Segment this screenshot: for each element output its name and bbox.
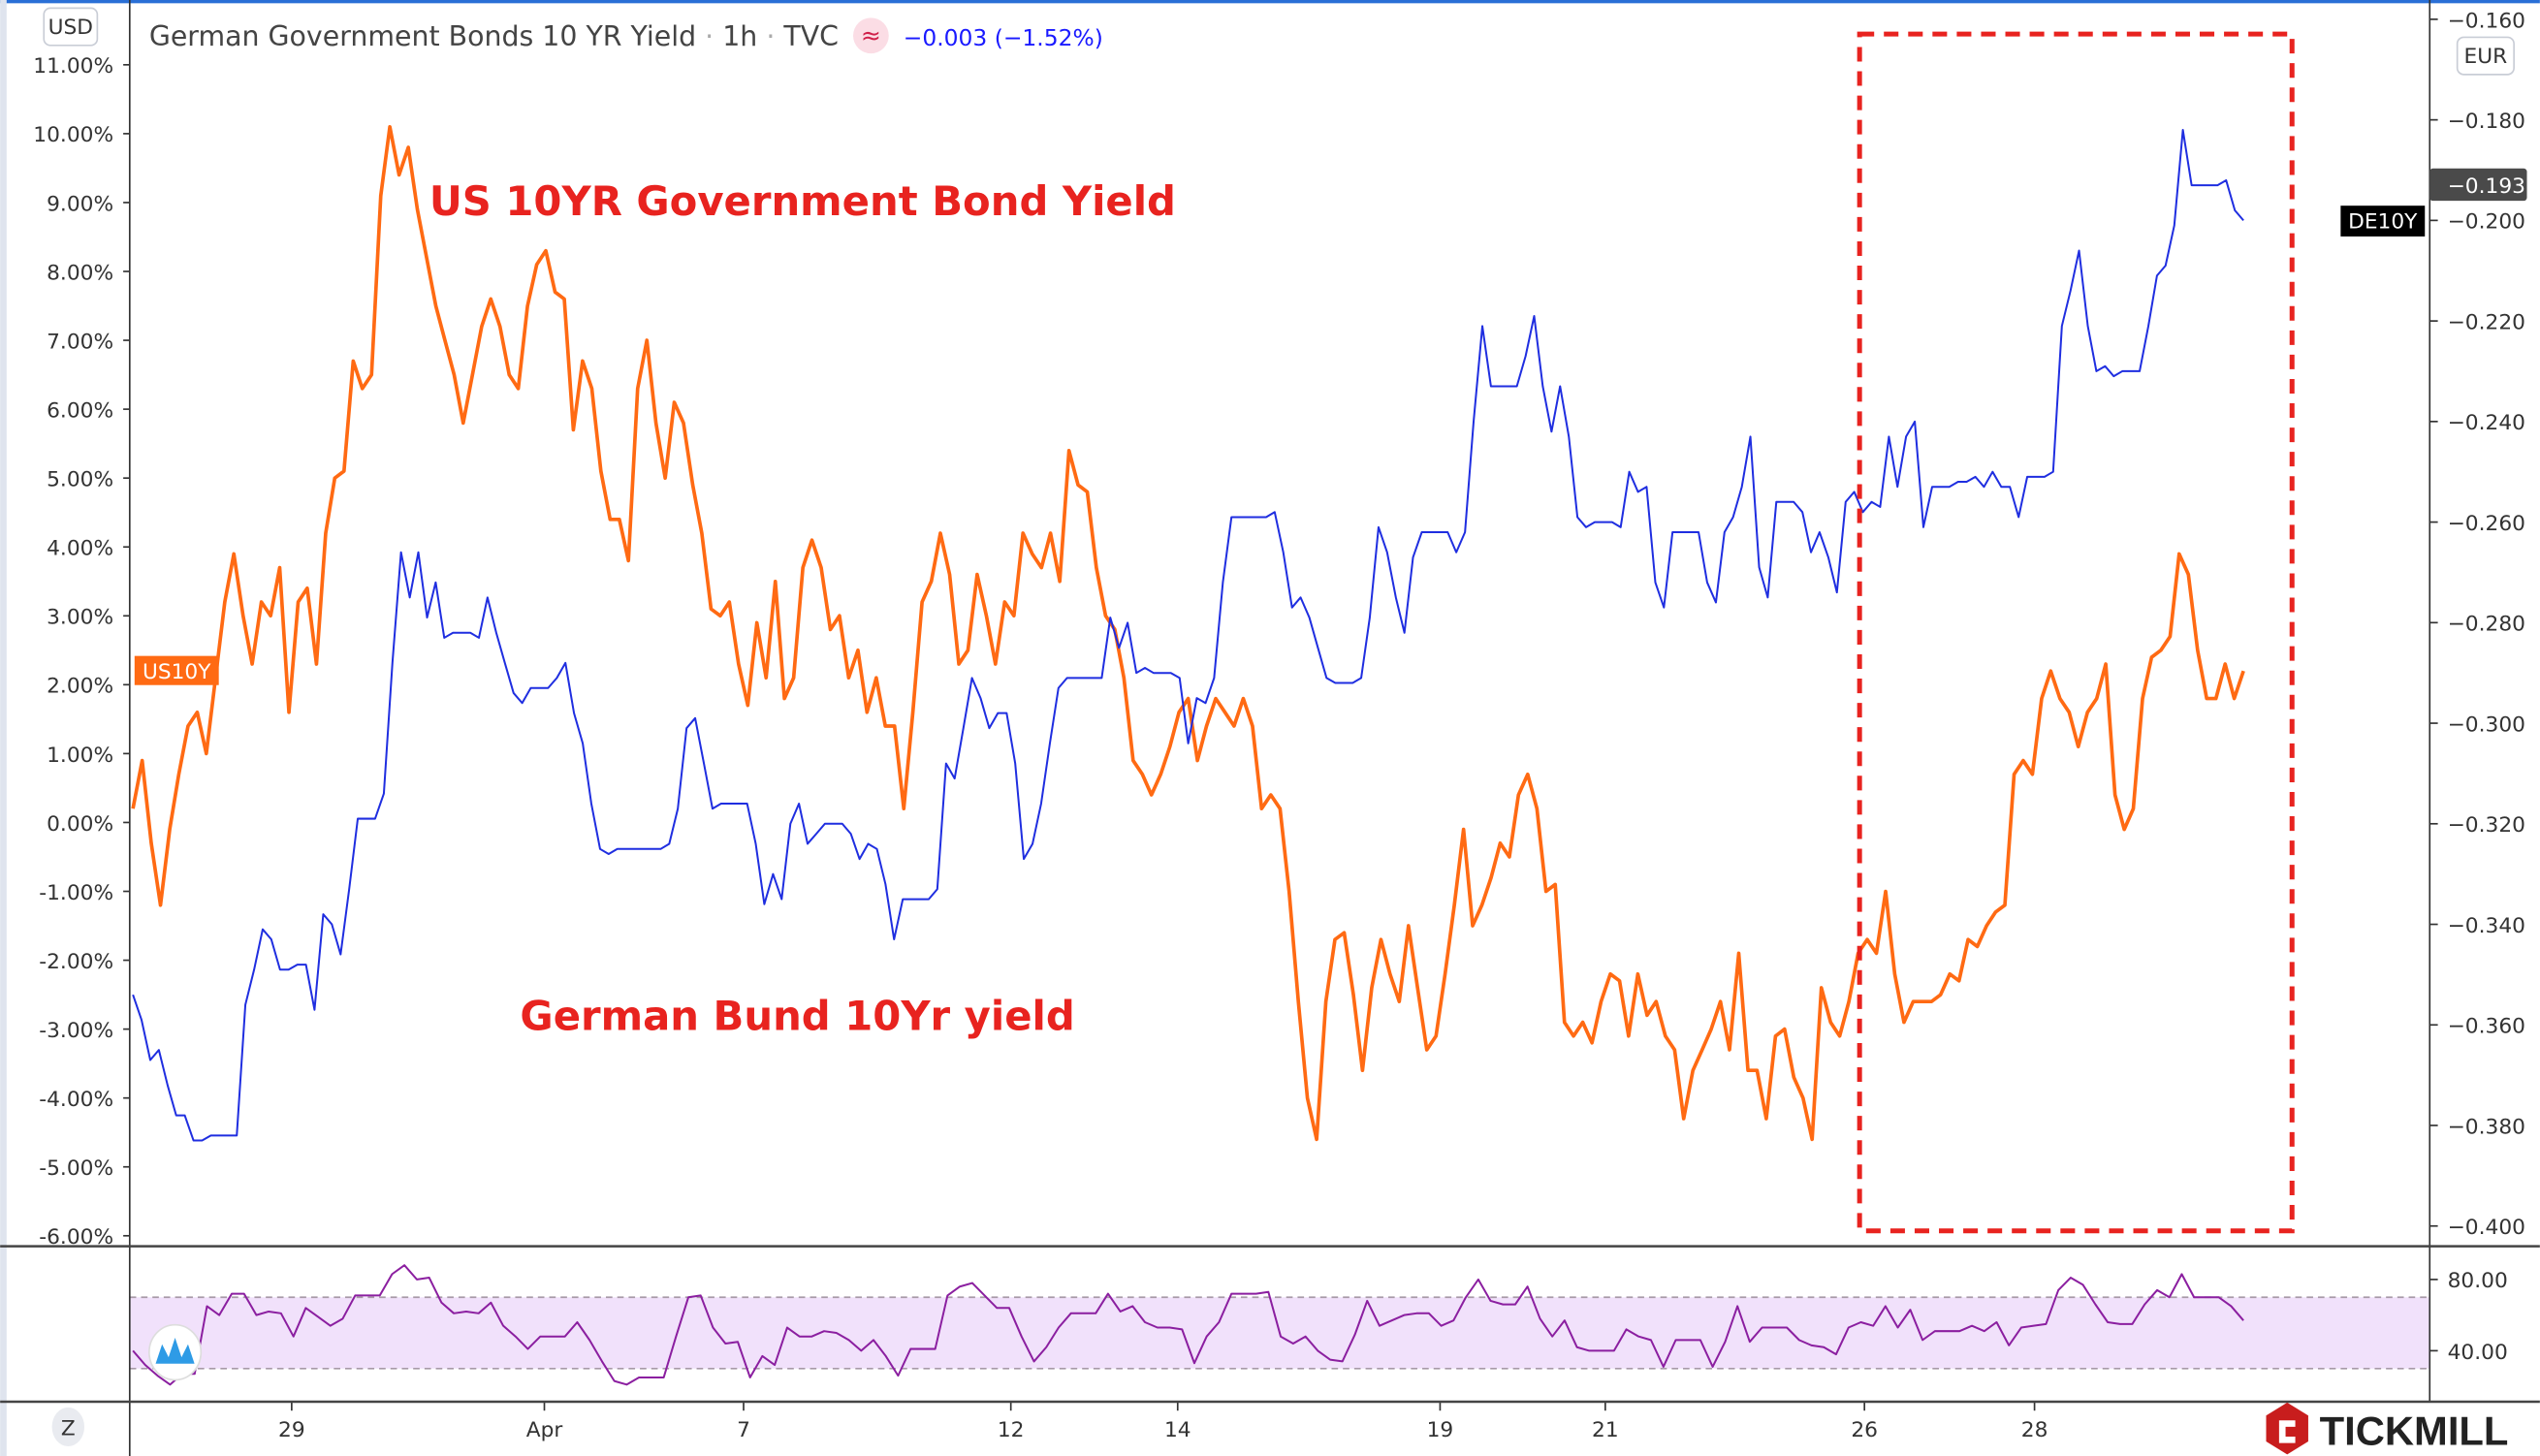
eur-label: EUR bbox=[2464, 45, 2508, 69]
tickmill-logo: TICKMILL bbox=[2266, 1402, 2509, 1455]
left-tick-label: 3.00% bbox=[47, 606, 113, 630]
time-tick-label: 21 bbox=[1592, 1418, 1619, 1442]
right-tick-label: −0.200 bbox=[2448, 210, 2525, 235]
right-tick-label: −0.160 bbox=[2448, 9, 2525, 33]
right-tick-label: −0.320 bbox=[2448, 813, 2525, 838]
left-tick-label: 6.00% bbox=[47, 398, 113, 423]
right-price-axis[interactable]: −0.160 −0.180 −0.200 −0.220 −0.240 −0.260 −0.2… bbox=[2429, 9, 2525, 1240]
svg-text:−0.193: −0.193 bbox=[2448, 174, 2525, 199]
right-tick-label: −0.220 bbox=[2448, 310, 2525, 334]
plot-area[interactable] bbox=[131, 124, 2245, 1386]
time-tick-label: 26 bbox=[1851, 1418, 1878, 1442]
svg-text:Z: Z bbox=[61, 1416, 76, 1440]
right-tick-label: −0.280 bbox=[2448, 613, 2525, 637]
time-tick-label: 12 bbox=[998, 1418, 1025, 1442]
usd-currency-button[interactable]: USD bbox=[43, 7, 99, 47]
svg-text:≈: ≈ bbox=[861, 21, 881, 49]
rsi-line bbox=[132, 1264, 2244, 1386]
right-tick-label: −0.380 bbox=[2448, 1115, 2525, 1139]
left-tick-label: -5.00% bbox=[39, 1156, 113, 1181]
right-tick-label: −0.360 bbox=[2448, 1015, 2525, 1039]
time-tick-label: 19 bbox=[1427, 1418, 1454, 1442]
left-tick-label: 9.00% bbox=[47, 192, 113, 216]
approx-equal-icon[interactable]: ≈ bbox=[853, 17, 889, 54]
de-yield-annotation: German Bund 10Yr yield bbox=[520, 993, 1074, 1040]
us10y-line bbox=[131, 124, 2245, 1142]
svg-text:US10Y: US10Y bbox=[143, 660, 211, 684]
left-tick-label: 2.00% bbox=[47, 675, 113, 699]
price-change: −0.003 (−1.52%) bbox=[904, 24, 1103, 51]
svg-text:TICKMILL: TICKMILL bbox=[2320, 1408, 2509, 1453]
rsi-tick-label: 40.00 bbox=[2448, 1341, 2508, 1365]
right-tick-label: −0.260 bbox=[2448, 512, 2525, 536]
rsi-tick-label: 80.00 bbox=[2448, 1269, 2508, 1293]
us10y-tag: US10Y bbox=[134, 655, 219, 685]
right-tick-label: −0.240 bbox=[2448, 411, 2525, 435]
us-yield-annotation: US 10YR Government Bond Yield bbox=[429, 177, 1176, 225]
left-tick-label: -1.00% bbox=[39, 881, 113, 905]
left-tick-label: 10.00% bbox=[33, 123, 113, 147]
time-tick-label: 14 bbox=[1164, 1418, 1191, 1442]
left-tick-label: 7.00% bbox=[47, 330, 113, 354]
de10y-tag: DE10Y bbox=[2340, 206, 2426, 237]
svg-text:DE10Y: DE10Y bbox=[2348, 210, 2418, 235]
left-tick-label: 8.00% bbox=[47, 261, 113, 285]
left-price-axis[interactable]: 11.00% 10.00% 9.00% 8.00% 7.00% 6.00% 5.00% 4.0… bbox=[33, 54, 130, 1250]
left-edge bbox=[0, 0, 7, 1456]
time-axis[interactable]: 29 Apr 7 12 14 19 21 26 28 bbox=[278, 1402, 2048, 1442]
right-tick-label: −0.300 bbox=[2448, 712, 2525, 737]
left-tick-label: 0.00% bbox=[47, 812, 113, 837]
left-tick-label: 5.00% bbox=[47, 468, 113, 492]
de10y-line bbox=[132, 128, 2244, 1142]
right-tick-label: −0.340 bbox=[2448, 914, 2525, 938]
window-top-border bbox=[0, 0, 2540, 4]
time-tick-label: 29 bbox=[278, 1418, 305, 1442]
last-price-tag: −0.193 bbox=[2429, 168, 2527, 202]
rsi-axis[interactable]: 80.00 40.00 bbox=[2429, 1269, 2508, 1365]
left-tick-label: 4.00% bbox=[47, 537, 113, 561]
time-tick-label: 7 bbox=[737, 1418, 750, 1442]
indicator-cloud-icon[interactable] bbox=[148, 1323, 203, 1381]
left-tick-label: -2.00% bbox=[39, 950, 113, 974]
left-tick-label: -4.00% bbox=[39, 1088, 113, 1112]
symbol-title[interactable]: German Government Bonds 10 YR Yield · 1h… bbox=[149, 20, 839, 52]
right-tick-label: −0.400 bbox=[2448, 1216, 2525, 1240]
usd-label: USD bbox=[48, 16, 93, 40]
time-tick-label: 28 bbox=[2021, 1418, 2048, 1442]
left-tick-label: 1.00% bbox=[47, 744, 113, 768]
eur-currency-button[interactable]: EUR bbox=[2456, 36, 2515, 76]
time-tick-label: Apr bbox=[526, 1418, 563, 1442]
left-tick-label: 11.00% bbox=[33, 54, 113, 79]
highlight-box bbox=[1857, 31, 2295, 1234]
left-tick-label: -3.00% bbox=[39, 1019, 113, 1043]
right-tick-label: −0.180 bbox=[2448, 110, 2525, 134]
zoom-reset-button[interactable]: Z bbox=[51, 1407, 85, 1446]
